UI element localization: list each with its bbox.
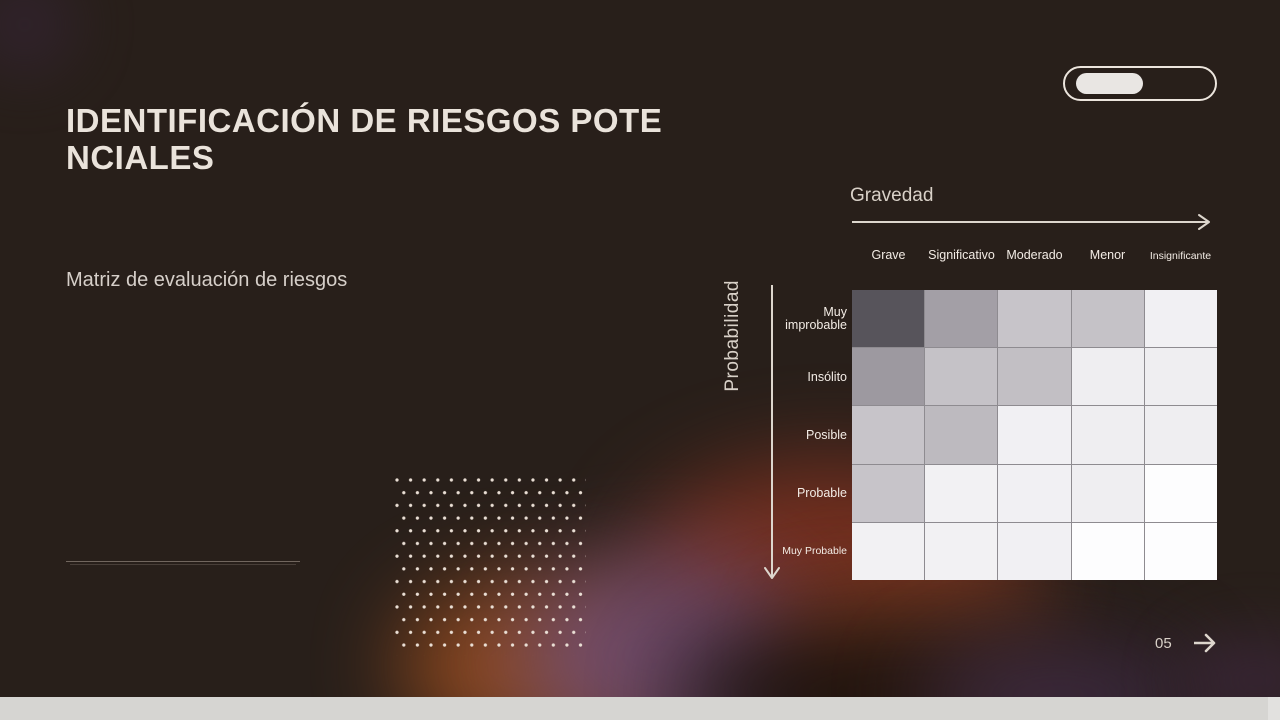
matrix-cell (925, 464, 998, 522)
page-title: IDENTIFICACIÓN DE RIESGOS POTE NCIALES (66, 102, 706, 176)
page-title-line-1: IDENTIFICACIÓN DE RIESGOS POTE (66, 102, 663, 139)
x-axis-arrow-icon (852, 214, 1210, 230)
matrix-cell (925, 348, 998, 406)
toggle-pill[interactable] (1063, 66, 1217, 101)
matrix-cell (925, 290, 998, 348)
placeholder-line-shadow (70, 564, 296, 565)
matrix-cell (998, 290, 1071, 348)
page-number: 05 (1155, 635, 1172, 652)
matrix-cell (1144, 522, 1217, 580)
matrix-cell (1144, 406, 1217, 464)
matrix-cell (1071, 348, 1144, 406)
column-label: Moderado (1006, 248, 1063, 262)
matrix-cell (852, 522, 925, 580)
matrix-cell (1071, 290, 1144, 348)
matrix-cell (998, 464, 1071, 522)
next-slide-arrow-icon[interactable] (1191, 630, 1219, 656)
y-axis-title: Probabilidad (722, 280, 743, 392)
gradient-blob-corner (0, 0, 77, 77)
row-label: Muy Probable (782, 544, 847, 557)
matrix-cell (998, 348, 1071, 406)
column-label: Significativo (928, 248, 995, 262)
matrix-cell (1144, 290, 1217, 348)
matrix-cell (1071, 464, 1144, 522)
matrix-cell (1144, 348, 1217, 406)
matrix-cell (925, 522, 998, 580)
column-label: Menor (1089, 248, 1126, 262)
placeholder-line (66, 561, 300, 562)
page-title-line-2: NCIALES (66, 139, 215, 176)
matrix-cell (852, 290, 925, 348)
matrix-cell (852, 464, 925, 522)
matrix-cell (998, 406, 1071, 464)
matrix-cell (1071, 522, 1144, 580)
y-axis-arrow-icon (764, 285, 780, 579)
matrix-cell (925, 406, 998, 464)
row-label: Muy improbable (785, 305, 847, 332)
matrix-cell (1071, 406, 1144, 464)
bottom-window-strip (0, 697, 1280, 720)
dot-pattern-decoration (395, 478, 586, 656)
row-label: Insólito (807, 369, 847, 384)
bottom-strip-end (1268, 697, 1280, 720)
risk-matrix-grid (852, 290, 1217, 580)
slide-subtitle: Matriz de evaluación de riesgos (66, 269, 348, 291)
matrix-cell (852, 348, 925, 406)
column-label: Insignificante (1149, 250, 1212, 262)
matrix-cell (1144, 464, 1217, 522)
row-label: Posible (806, 427, 847, 442)
column-label: Grave (871, 248, 906, 262)
x-axis-tick-labels: Grave Significativo Moderado Menor Insignifi… (852, 248, 1217, 262)
toggle-pill-knob (1076, 73, 1143, 94)
x-axis-title: Gravedad (850, 185, 934, 206)
matrix-cell (852, 406, 925, 464)
row-label: Probable (796, 485, 847, 500)
y-axis-tick-labels: Muy improbable Insólito Posible Probable Muy… (770, 290, 849, 580)
matrix-cell (998, 522, 1071, 580)
